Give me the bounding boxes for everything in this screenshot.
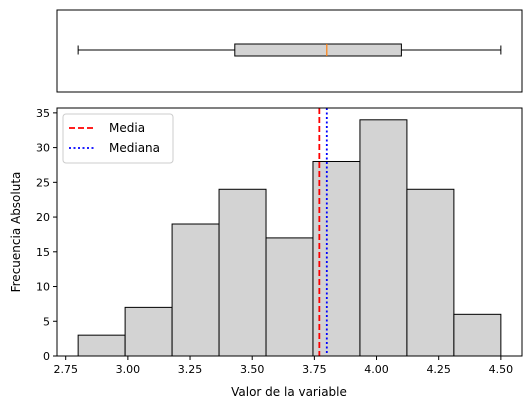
histogram-bar (77, 334, 126, 357)
x-tick-label: 4.25 (426, 363, 451, 376)
histogram-bar (218, 188, 267, 357)
histogram-bar (359, 119, 408, 357)
y-tick-label: 25 (36, 176, 50, 189)
reference-lines (318, 108, 328, 356)
x-tick-label: 3.00 (116, 363, 141, 376)
histogram-bar (453, 313, 502, 357)
y-tick-label: 15 (36, 246, 50, 259)
boxplot-panel (56, 9, 523, 93)
x-tick-label: 2.75 (53, 363, 78, 376)
legend-label-media: Media (109, 121, 145, 135)
y-axis-label: Frecuencia Absoluta (9, 172, 23, 293)
histogram-panel: 2.75 3.00 3.25 3.50 3.75 4.00 4.25 4.50 0 5 10 15 2… (9, 107, 523, 399)
boxplot-box (234, 43, 402, 57)
histogram-bars (77, 119, 502, 357)
y-tick-label: 20 (36, 211, 50, 224)
histogram-bar (312, 160, 361, 357)
y-tick-label: 5 (43, 315, 50, 328)
y-tick-label: 10 (36, 281, 50, 294)
x-axis-ticks: 2.75 3.00 3.25 3.50 3.75 4.00 4.25 4.50 (53, 356, 513, 376)
histogram-bar (124, 306, 173, 357)
x-tick-label: 3.25 (178, 363, 203, 376)
y-axis-ticks: 0 5 10 15 20 25 30 35 (36, 107, 57, 363)
x-axis-label: Valor de la variable (231, 385, 347, 399)
x-tick-label: 4.50 (489, 363, 514, 376)
x-tick-label: 3.50 (240, 363, 265, 376)
y-tick-label: 35 (36, 107, 50, 120)
legend-label-mediana: Mediana (109, 141, 160, 155)
histogram-axes-frame (56, 107, 523, 357)
y-tick-label: 30 (36, 142, 50, 155)
x-tick-label: 3.75 (302, 363, 327, 376)
histogram-bar (265, 237, 314, 357)
y-tick-label: 0 (43, 350, 50, 363)
histogram-bar (406, 188, 455, 357)
x-tick-label: 4.00 (364, 363, 389, 376)
legend-box (62, 113, 174, 164)
legend: Media Mediana (62, 113, 174, 164)
boxplot-marks (77, 43, 502, 57)
histogram-bar (171, 223, 220, 357)
